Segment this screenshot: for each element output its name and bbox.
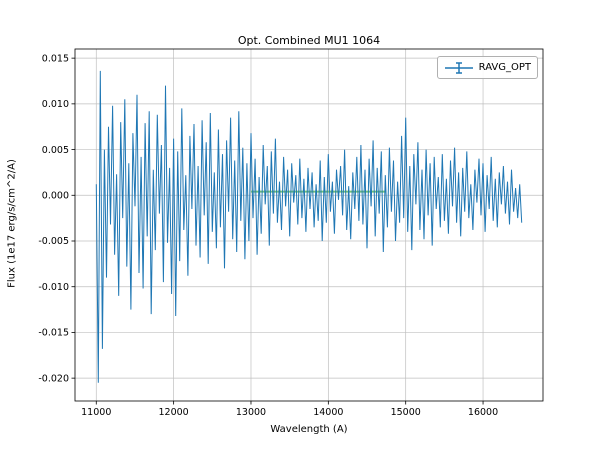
tick-labels: 11000 12000 13000 14000 15000 16000 -0.020 -0.0… <box>38 53 498 418</box>
errorbar-legend-icon <box>445 61 473 74</box>
svg-text:14000: 14000 <box>313 407 343 418</box>
chart-title: Opt. Combined MU1 1064 <box>237 34 381 47</box>
svg-text:11000: 11000 <box>81 407 111 418</box>
svg-text:0.005: 0.005 <box>42 145 69 156</box>
svg-text:16000: 16000 <box>468 407 498 418</box>
svg-text:0.015: 0.015 <box>42 53 69 64</box>
svg-text:0.000: 0.000 <box>42 190 69 201</box>
axes-spines <box>74 48 544 402</box>
svg-text:13000: 13000 <box>236 407 266 418</box>
x-axis-label: Wavelength (A) <box>270 424 348 435</box>
svg-text:-0.005: -0.005 <box>38 236 69 247</box>
svg-text:-0.010: -0.010 <box>38 282 69 293</box>
svg-text:15000: 15000 <box>391 407 421 418</box>
svg-text:0.010: 0.010 <box>42 99 69 110</box>
legend: RAVG_OPT <box>437 56 538 79</box>
svg-text:12000: 12000 <box>159 407 189 418</box>
legend-label: RAVG_OPT <box>478 62 531 73</box>
svg-text:-0.015: -0.015 <box>38 328 69 339</box>
series-ravg-opt <box>95 70 523 383</box>
svg-text:-0.020: -0.020 <box>38 373 69 384</box>
